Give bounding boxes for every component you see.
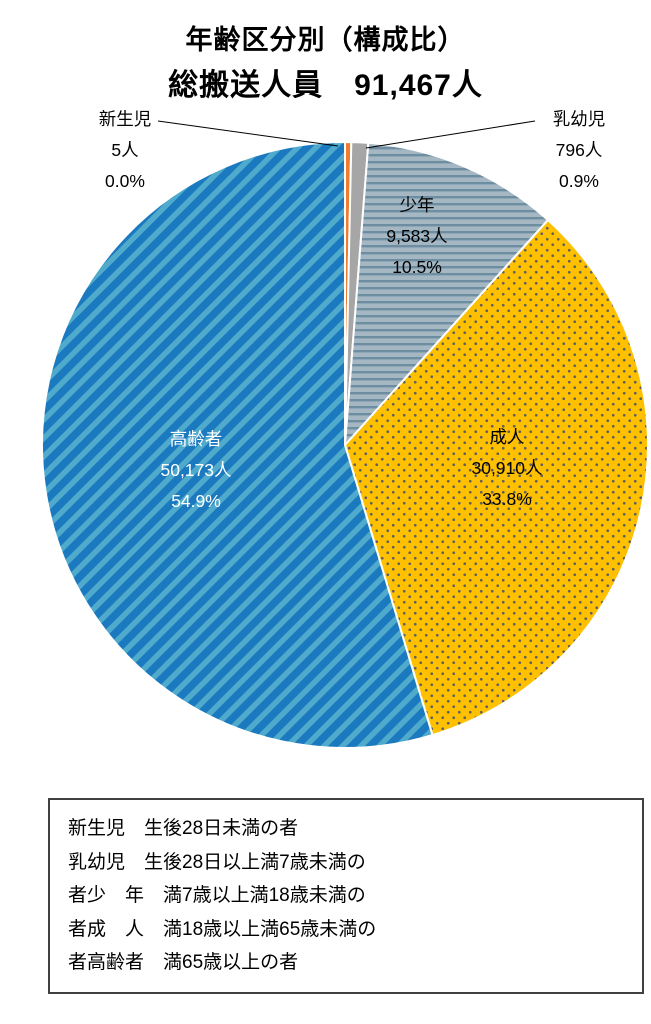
legend-line-youth: 者少 年 満7歳以上満18歳未満の — [68, 885, 366, 906]
label-youth-name: 少年 — [399, 195, 435, 215]
label-youth-count: 9,583人 — [386, 226, 448, 246]
label-elderly-name: 高齢者 — [169, 429, 223, 449]
label-elderly-percent: 54.9% — [171, 491, 221, 511]
label-newborn: 新生児 5人 0.0% — [70, 104, 180, 197]
legend-box: 新生児 生後28日未満の者 乳幼児 生後28日以上満7歳未満の 者少 年 満7歳… — [48, 798, 644, 994]
pie-slice-elderly — [41, 140, 434, 749]
legend-line-elderly: 者高齢者 満65歳以上の者 — [68, 952, 299, 973]
label-youth-percent: 10.5% — [392, 257, 442, 277]
label-infant-name: 乳幼児 — [552, 109, 606, 129]
label-newborn-name: 新生児 — [98, 109, 152, 129]
pie-slice-adult — [343, 218, 649, 737]
label-elderly-count: 50,173人 — [160, 460, 232, 480]
pie-slice-youth — [343, 141, 550, 448]
label-adult-count: 30,910人 — [471, 458, 543, 478]
label-infant: 乳幼児 796人 0.9% — [518, 104, 640, 197]
label-infant-count: 796人 — [555, 140, 603, 160]
label-adult: 成人 30,910人 33.8% — [437, 422, 577, 515]
label-adult-percent: 33.8% — [482, 489, 532, 509]
label-infant-percent: 0.9% — [559, 171, 599, 191]
label-newborn-count: 5人 — [111, 140, 139, 160]
leader-line-infant — [365, 120, 536, 149]
legend-line-adult: 者成 人 満18歳以上満65歳未満の — [68, 918, 377, 940]
legend-line-newborn: 新生児 生後28日未満の者 — [68, 818, 299, 839]
label-adult-name: 成人 — [489, 427, 525, 447]
label-newborn-percent: 0.0% — [105, 171, 145, 191]
chart-title: 年齢区分別（構成比） — [185, 25, 466, 55]
label-youth: 少年 9,583人 10.5% — [347, 190, 487, 283]
leader-line-newborn — [157, 120, 339, 147]
chart-subtitle: 総搬送人員 91,467人 — [168, 69, 483, 102]
label-elderly: 高齢者 50,173人 54.9% — [126, 424, 266, 517]
legend-line-infant: 乳幼児 生後28日以上満7歳未満の — [68, 851, 366, 873]
